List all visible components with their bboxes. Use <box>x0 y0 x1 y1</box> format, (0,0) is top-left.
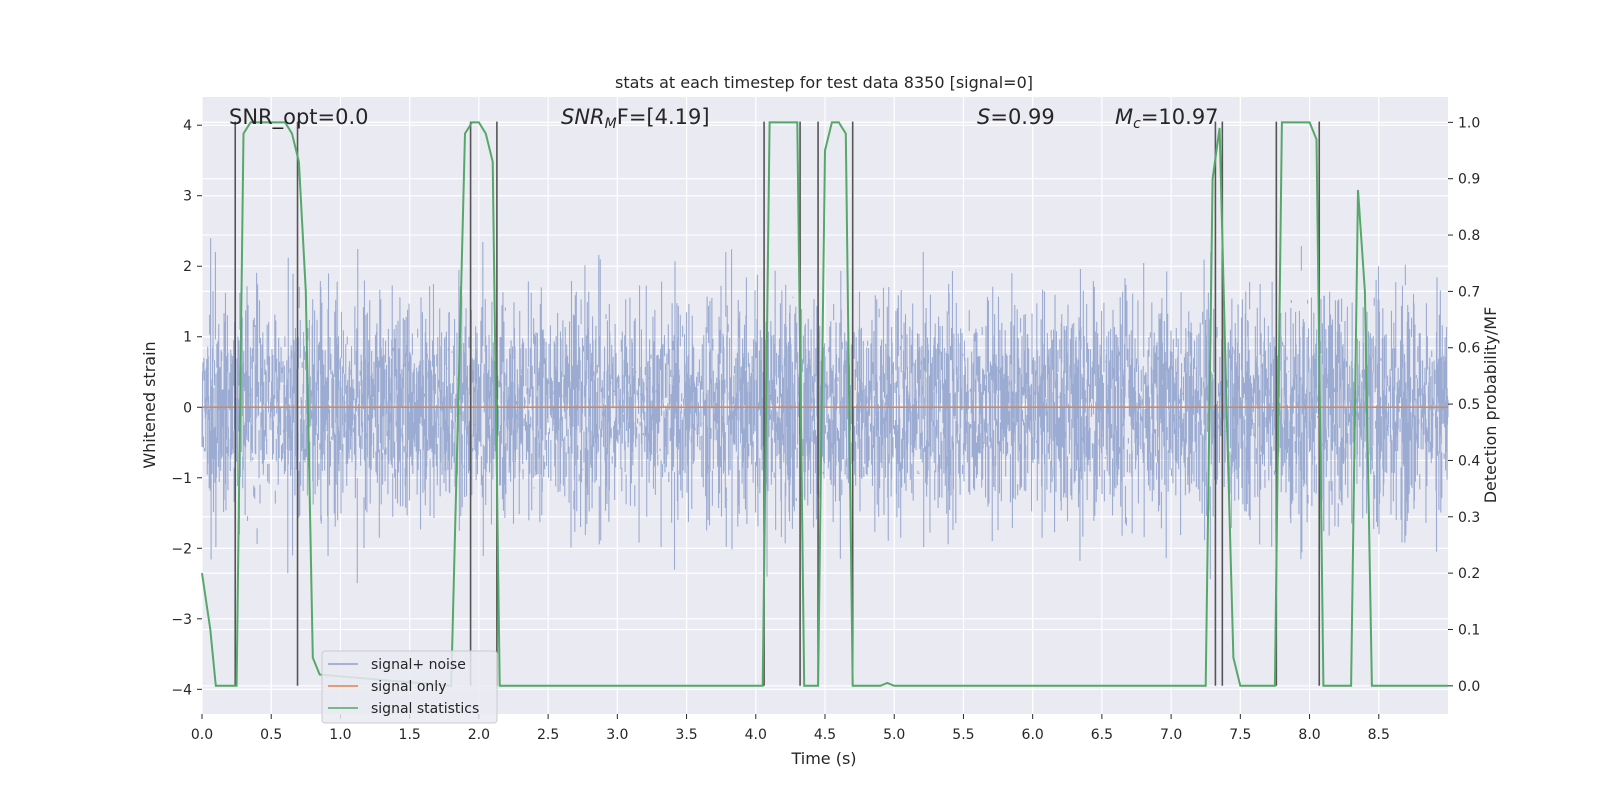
x-tick-label: 8.5 <box>1368 727 1390 743</box>
legend-label-noise: signal+ noise <box>371 657 466 673</box>
legend-label-signal-only: signal only <box>371 679 446 695</box>
y-right-axis-ticks: 1.0 0.9 0.8 0.7 0.6 0.5 0.4 0.3 0.2 0.1 0.0 <box>1448 115 1480 695</box>
x-tick-label: 4.5 <box>814 727 836 743</box>
x-tick-label: 8.0 <box>1298 727 1320 743</box>
y-right-axis-label: Detection probability/MF <box>1481 307 1500 504</box>
x-tick-label: 1.5 <box>399 727 421 743</box>
y-left-tick-label: 4 <box>183 118 192 134</box>
y-right-tick-label: 0.6 <box>1458 341 1480 357</box>
x-tick-label: 4.0 <box>745 727 767 743</box>
y-right-tick-label: 0.9 <box>1458 172 1480 188</box>
x-tick-label: 0.0 <box>191 727 213 743</box>
x-tick-label: 3.0 <box>606 727 628 743</box>
x-tick-label: 7.5 <box>1229 727 1251 743</box>
x-axis-label: Time (s) <box>790 749 856 768</box>
x-tick-label: 6.5 <box>1091 727 1113 743</box>
y-right-tick-label: 0.3 <box>1458 510 1480 526</box>
y-right-tick-label: 1.0 <box>1458 115 1480 131</box>
legend-label-statistics: signal statistics <box>371 701 479 717</box>
y-left-axis-ticks: 4 3 2 1 0 −1 −2 −3 −4 <box>171 118 202 698</box>
x-tick-label: 2.0 <box>468 727 490 743</box>
y-left-axis-label: Whitened strain <box>140 341 159 468</box>
plot-area <box>201 97 1449 714</box>
y-left-tick-label: 1 <box>183 330 192 346</box>
y-right-tick-label: 0.5 <box>1458 397 1480 413</box>
y-right-tick-label: 0.7 <box>1458 284 1480 300</box>
y-left-tick-label: −4 <box>171 682 192 698</box>
x-tick-label: 5.0 <box>883 727 905 743</box>
chart-title: stats at each timestep for test data 835… <box>615 73 1033 92</box>
y-left-tick-label: −1 <box>171 471 192 487</box>
y-left-tick-label: 2 <box>183 259 192 275</box>
annotation-snr-mf: SNRMF=[4.19] <box>561 105 710 132</box>
legend: signal+ noise signal only signal statist… <box>321 650 498 724</box>
y-left-tick-label: −2 <box>171 541 192 557</box>
y-right-tick-label: 0.0 <box>1458 679 1480 695</box>
y-left-tick-label: −3 <box>171 612 192 628</box>
y-right-tick-label: 0.4 <box>1458 453 1480 469</box>
y-right-tick-label: 0.8 <box>1458 228 1480 244</box>
x-tick-label: 0.5 <box>260 727 282 743</box>
x-axis-ticks: 0.0 0.5 1.0 1.5 2.0 2.5 3.0 3.5 4.0 4.5 5.0 5.5 6.0 6… <box>191 714 1390 743</box>
y-left-tick-label: 3 <box>183 189 192 205</box>
legend-box <box>321 650 498 724</box>
y-left-tick-label: 0 <box>183 400 192 416</box>
x-tick-label: 7.0 <box>1160 727 1182 743</box>
annotation-mc: Mc=10.97 <box>1115 105 1219 132</box>
x-tick-label: 5.5 <box>952 727 974 743</box>
x-tick-label: 3.5 <box>675 727 697 743</box>
y-right-tick-label: 0.2 <box>1458 566 1480 582</box>
annotation-s: S=0.99 <box>977 105 1055 129</box>
x-tick-label: 1.0 <box>329 727 351 743</box>
signal-statistics-series <box>201 121 1448 687</box>
annotation-snr-opt: SNR_opt=0.0 <box>229 105 369 130</box>
x-tick-label: 2.5 <box>537 727 559 743</box>
x-tick-label: 6.0 <box>1022 727 1044 743</box>
y-right-tick-label: 0.1 <box>1458 622 1480 638</box>
